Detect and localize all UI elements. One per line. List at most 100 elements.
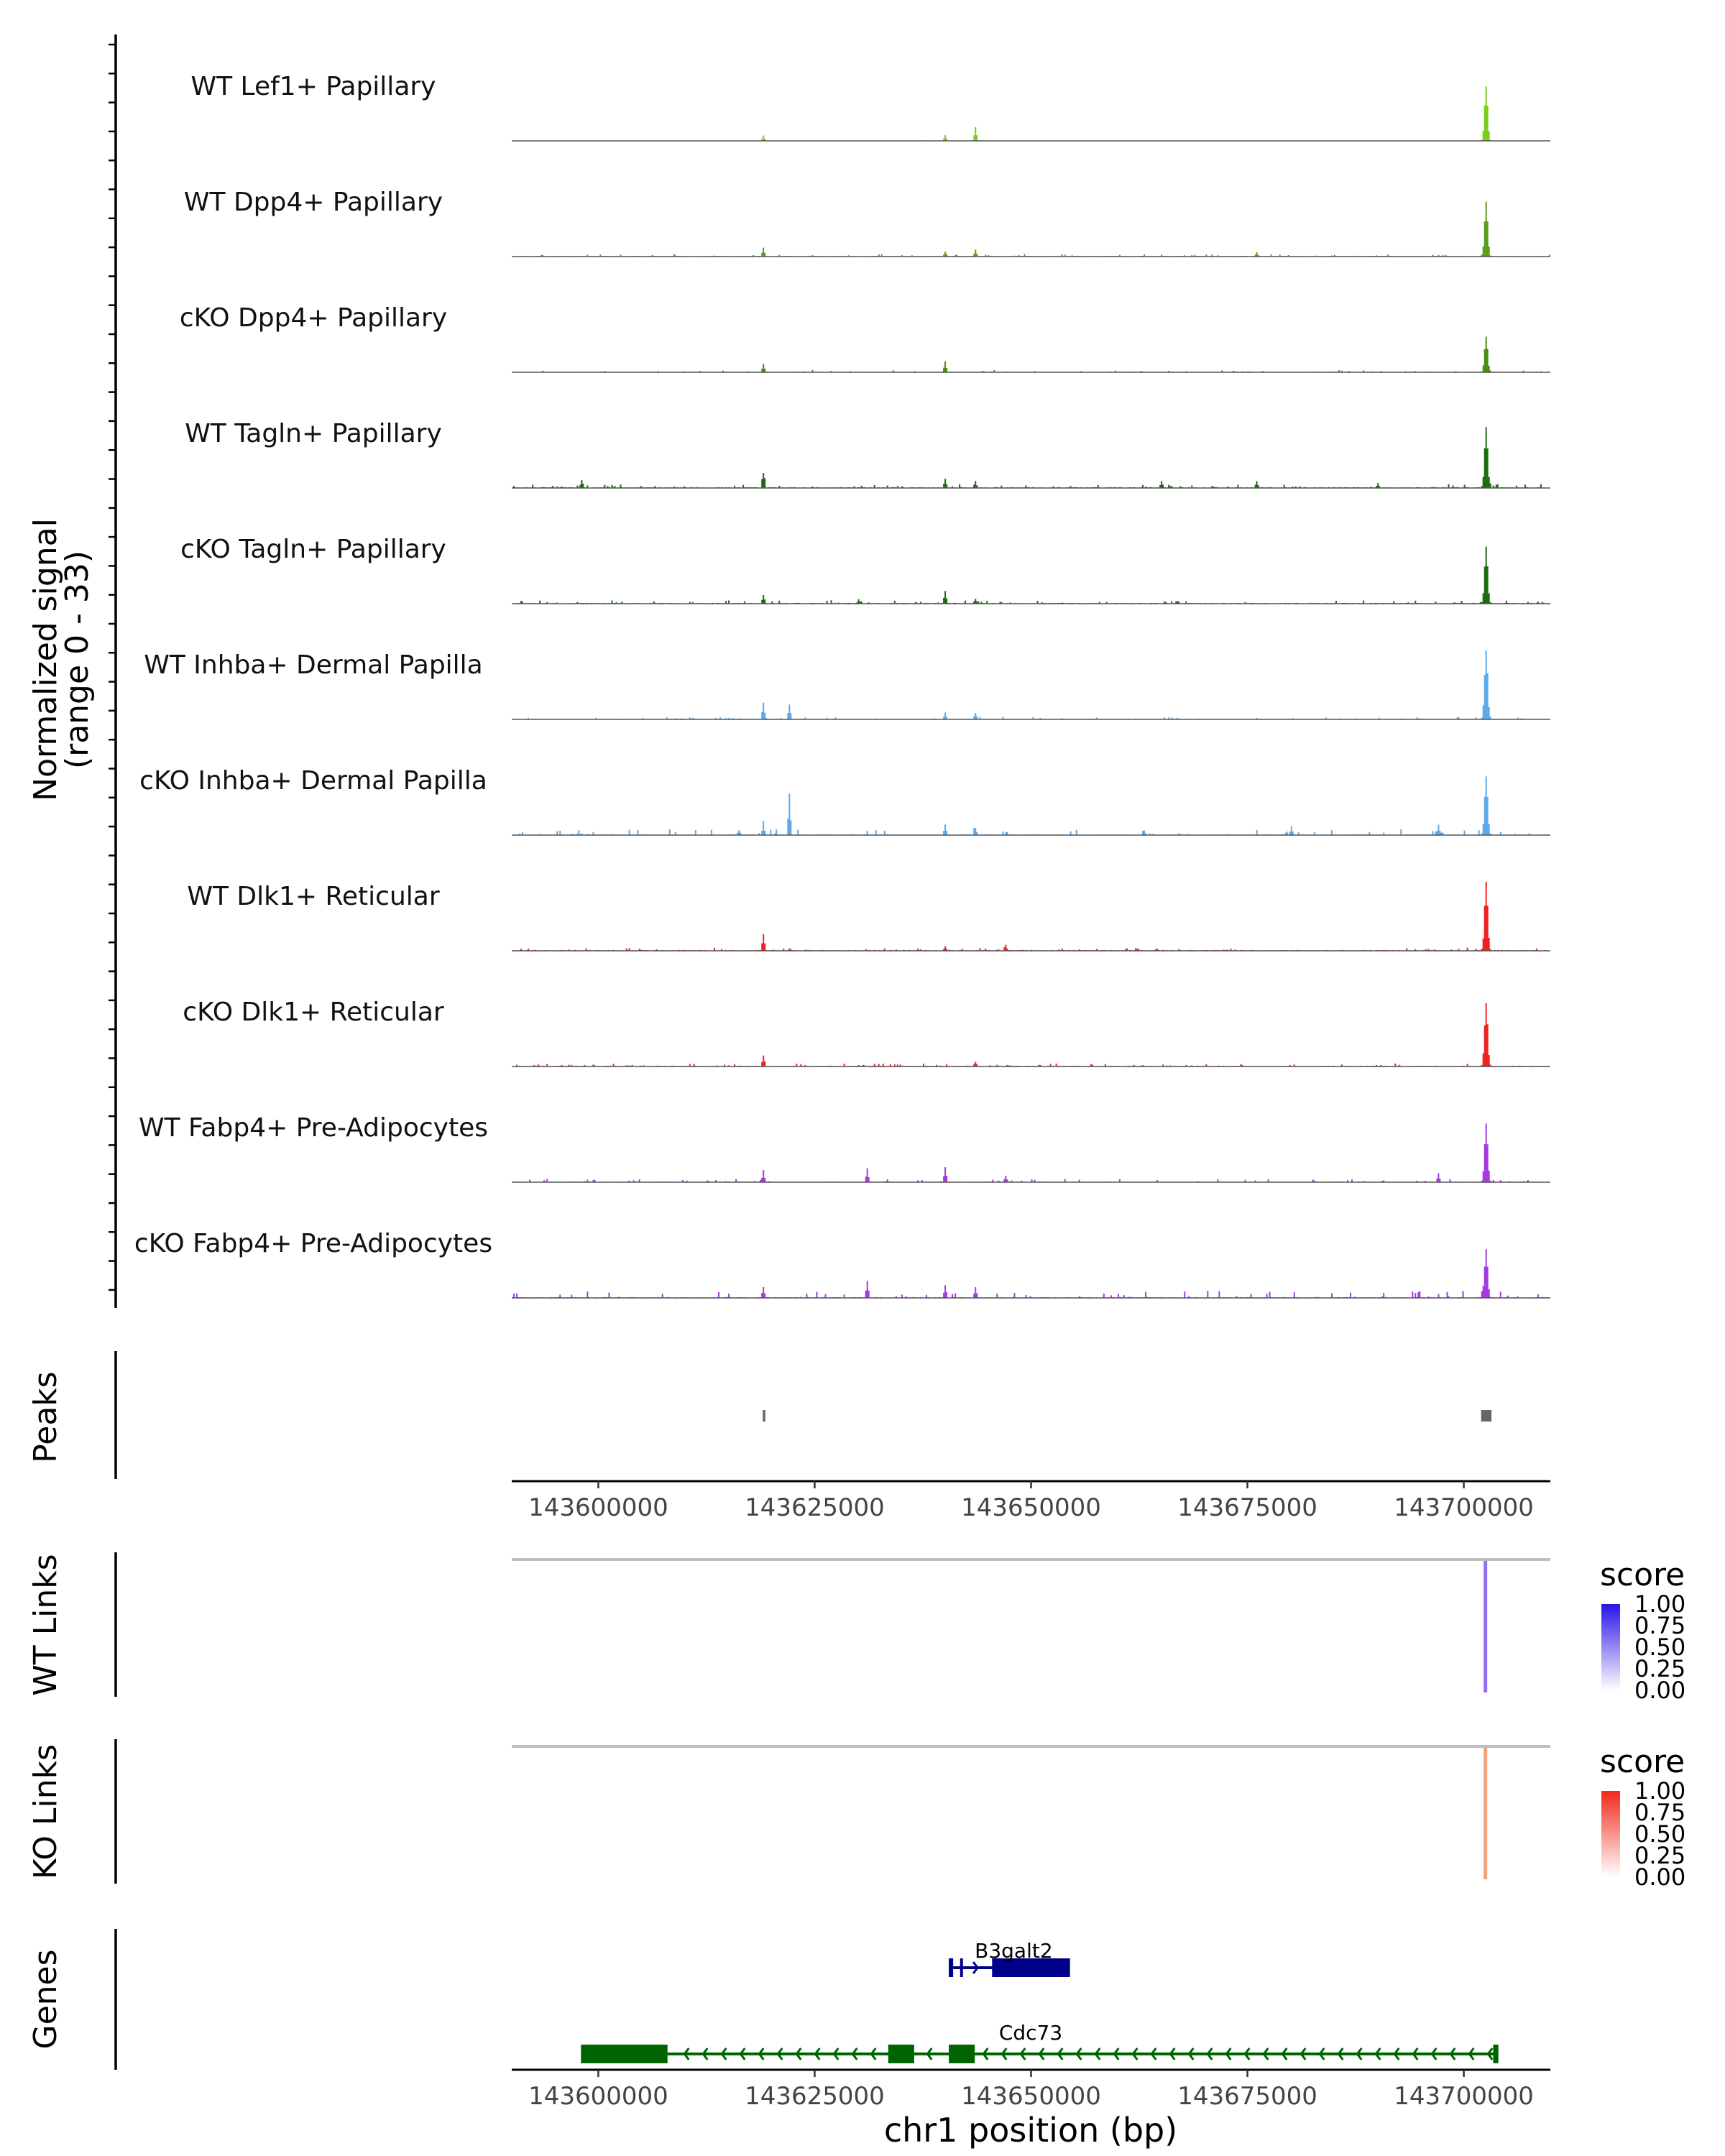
track-label: WT Inhba+ Dermal Papilla xyxy=(144,650,482,680)
x-tick-label: 143600000 xyxy=(528,2082,668,2111)
coverage-area xyxy=(512,650,1550,719)
track-label: cKO Dlk1+ Reticular xyxy=(183,998,444,1027)
x-axis-top: 143600000 143625000 143650000 143675000 1437… xyxy=(512,1480,1550,1522)
gene-exon xyxy=(581,2045,668,2063)
strand-arrow xyxy=(1262,2047,1269,2060)
coverage-track: WT Tagln+ Papillary xyxy=(185,419,1550,489)
coverage-area xyxy=(512,1003,1550,1067)
track-label: WT Lef1+ Papillary xyxy=(191,72,436,101)
gene-exon xyxy=(888,2045,914,2063)
strand-arrow xyxy=(1281,2047,1288,2060)
track-label: cKO Dpp4+ Papillary xyxy=(180,303,447,333)
coverage-area xyxy=(512,1249,1550,1298)
strand-arrow xyxy=(1300,2047,1307,2060)
strand-arrow xyxy=(1430,2047,1438,2060)
strand-arrow xyxy=(1468,2047,1475,2060)
wt-score-ticks: 1.00 0.75 0.50 0.25 0.00 xyxy=(1634,1590,1685,1704)
strand-arrow xyxy=(1206,2047,1213,2060)
strand-arrow xyxy=(1374,2047,1381,2060)
signal-y-ticks xyxy=(109,43,116,1291)
track-label: cKO Tagln+ Papillary xyxy=(180,535,446,564)
signal-y-axis: Normalized signal (range 0 - 33) xyxy=(27,34,117,1308)
coverage-area xyxy=(512,86,1550,141)
strand-arrow xyxy=(776,2047,783,2060)
x-tick-label: 143625000 xyxy=(745,2082,885,2111)
coverage-area xyxy=(512,776,1550,835)
wt-links-track-label: WT Links xyxy=(27,1554,64,1695)
gene-model: B3galt2 xyxy=(949,1939,1070,1977)
strand-arrow xyxy=(758,2047,765,2060)
strand-arrow xyxy=(1150,2047,1157,2060)
strand-arrow xyxy=(1187,2047,1195,2060)
coverage-track: WT Lef1+ Papillary xyxy=(191,72,1550,142)
strand-arrow xyxy=(795,2047,802,2060)
track-label: cKO Inhba+ Dermal Papilla xyxy=(139,766,487,796)
strand-arrow xyxy=(1356,2047,1363,2060)
strand-arrow xyxy=(1225,2047,1232,2060)
track-label: WT Fabp4+ Pre-Adipocytes xyxy=(139,1113,488,1143)
x-tick-label: 143700000 xyxy=(1394,2082,1534,2111)
strand-arrow xyxy=(982,2047,989,2060)
x-tick-label: 143600000 xyxy=(528,1493,668,1522)
coverage-tracks: WT Lef1+ Papillary WT Dpp4+ Papillary cKO … xyxy=(134,72,1550,1299)
strand-arrow xyxy=(1412,2047,1419,2060)
strand-arrow xyxy=(1057,2047,1064,2060)
strand-arrow xyxy=(1113,2047,1120,2060)
ko-score-colorbar xyxy=(1601,1791,1620,1877)
ko-score-legend-title: score xyxy=(1600,1743,1685,1780)
strand-arrow xyxy=(1075,2047,1082,2060)
strand-arrow xyxy=(1318,2047,1325,2060)
ko-score-ticks: 1.00 0.75 0.50 0.25 0.00 xyxy=(1634,1777,1685,1891)
strand-arrow xyxy=(972,1961,979,1974)
wt-score-tick-label: 0.75 xyxy=(1634,1612,1685,1639)
gene-model: Cdc73 xyxy=(581,2021,1499,2063)
coverage-track: WT Dpp4+ Papillary xyxy=(184,188,1550,257)
coverage-track: WT Dlk1+ Reticular xyxy=(187,882,1550,952)
gene-label: Cdc73 xyxy=(999,2021,1062,2045)
peaks-track-label: Peaks xyxy=(27,1371,64,1462)
strand-arrow xyxy=(720,2047,727,2060)
peak-marks xyxy=(763,1410,1492,1422)
x-axis-bottom: chr1 position (bp) 143600000 143625000 143… xyxy=(512,2068,1550,2150)
gene-exon xyxy=(1493,2045,1499,2063)
strand-arrow xyxy=(702,2047,709,2060)
coverage-track: cKO Dlk1+ Reticular xyxy=(183,998,1550,1067)
strand-arrow xyxy=(1038,2047,1045,2060)
x-tick-label: 143625000 xyxy=(745,1493,885,1522)
wt-score-legend-title: score xyxy=(1600,1557,1685,1593)
coverage-area xyxy=(512,1123,1550,1182)
strand-arrow xyxy=(1486,2047,1494,2060)
coverage-track: cKO Inhba+ Dermal Papilla xyxy=(139,766,1550,836)
coverage-track: cKO Dpp4+ Papillary xyxy=(180,303,1550,373)
peak-region xyxy=(1481,1410,1492,1422)
track-label: WT Tagln+ Papillary xyxy=(185,419,442,448)
track-label: cKO Fabp4+ Pre-Adipocytes xyxy=(134,1229,492,1258)
gene-exon xyxy=(960,1958,963,1977)
coverage-area xyxy=(512,201,1550,257)
y-axis-title: Normalized signal xyxy=(27,518,64,801)
x-axis-title: chr1 position (bp) xyxy=(884,2111,1177,2150)
track-label: WT Dpp4+ Papillary xyxy=(184,188,443,217)
x-tick-label: 143650000 xyxy=(961,1493,1101,1522)
ko-score-tick-label: 1.00 xyxy=(1634,1777,1685,1805)
x-tick-label: 143650000 xyxy=(961,2082,1101,2111)
ko-links-track: KO Links xyxy=(27,1739,1550,1884)
strand-arrow xyxy=(1169,2047,1176,2060)
strand-arrow xyxy=(1449,2047,1456,2060)
strand-arrow xyxy=(1019,2047,1026,2060)
wt-score-tick-label: 0.25 xyxy=(1634,1655,1685,1682)
ko-score-tick-label: 0.75 xyxy=(1634,1799,1685,1826)
x-tick-label: 143675000 xyxy=(1177,1493,1317,1522)
coverage-area xyxy=(512,336,1550,372)
x-tick-label: 143700000 xyxy=(1394,1493,1534,1522)
gene-exon xyxy=(949,1958,954,1977)
y-axis-subtitle: (range 0 - 33) xyxy=(59,550,96,769)
strand-arrow xyxy=(832,2047,840,2060)
ko-links-track-label: KO Links xyxy=(27,1744,64,1879)
coverage-area xyxy=(512,882,1550,951)
gene-exon xyxy=(992,1958,1070,1977)
strand-arrow xyxy=(683,2047,690,2060)
ko-score-tick-label: 0.00 xyxy=(1634,1864,1685,1891)
strand-arrow xyxy=(739,2047,746,2060)
